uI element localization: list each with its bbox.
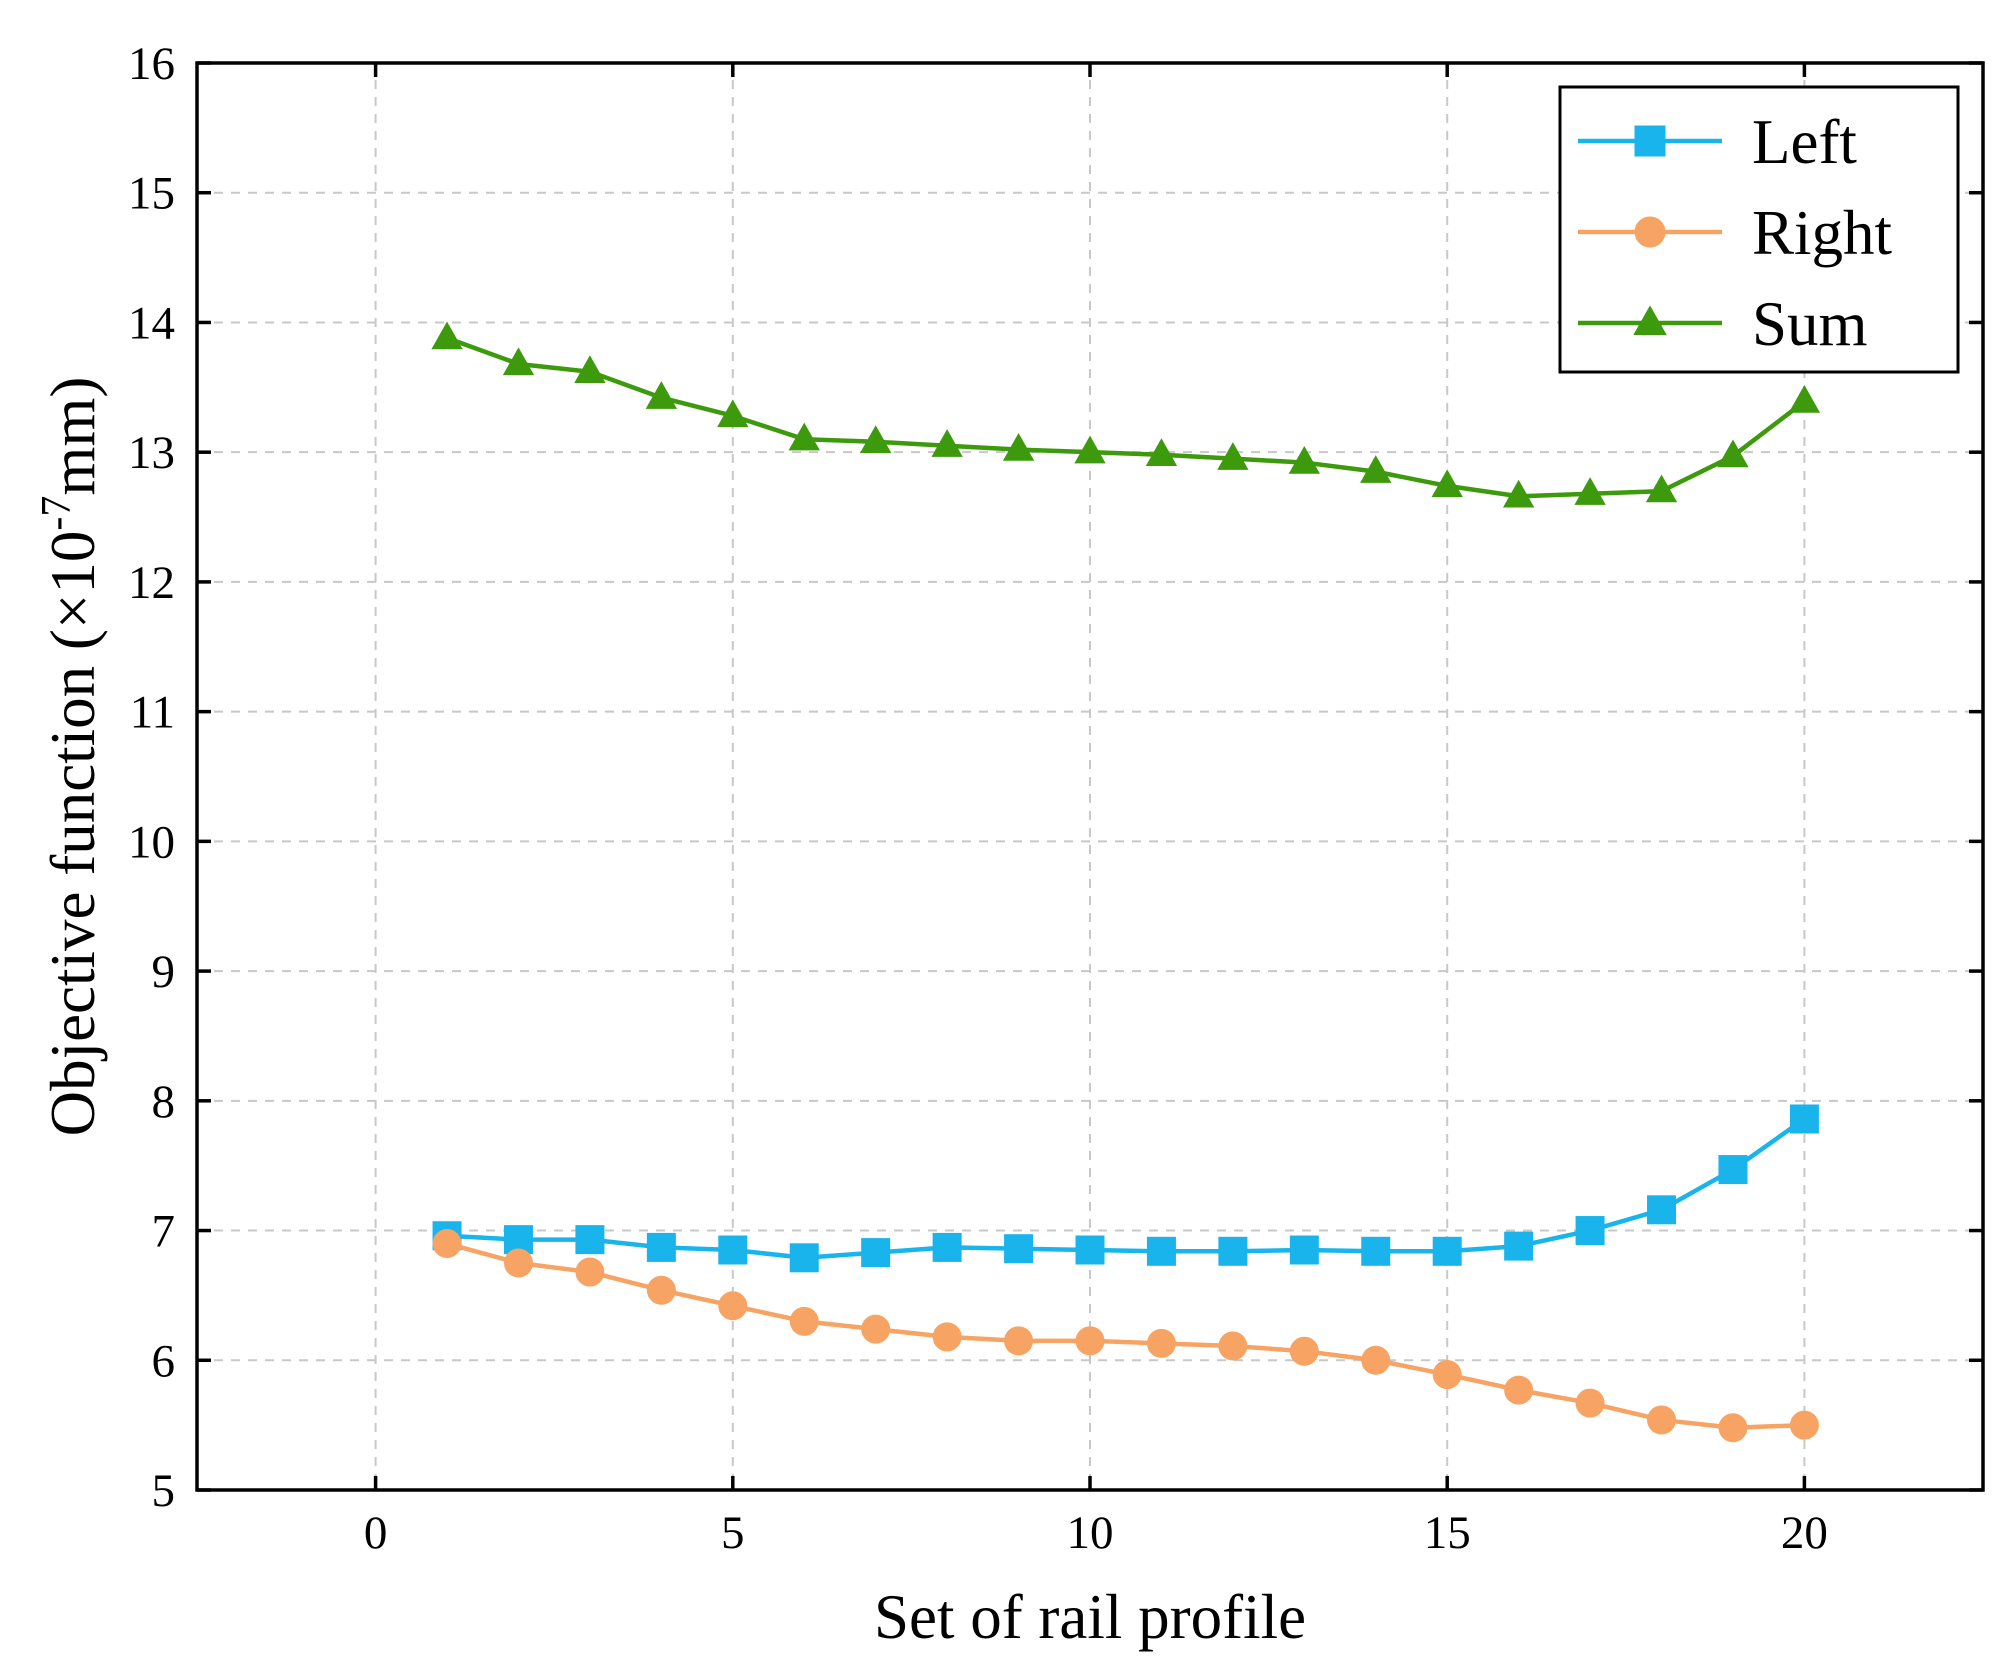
data-point-left: [1647, 1195, 1677, 1225]
data-point-right: [1361, 1345, 1391, 1375]
data-point-left: [1146, 1236, 1176, 1266]
legend-item-right: Right: [1578, 198, 1893, 268]
data-point-left: [1789, 1104, 1819, 1134]
data-point-sum: [1145, 438, 1178, 466]
data-point-right: [575, 1257, 605, 1287]
data-point-sum: [1217, 442, 1249, 470]
data-point-right: [861, 1314, 891, 1344]
data-point-left: [1218, 1236, 1248, 1266]
data-point-sum: [1502, 479, 1535, 508]
data-point-left: [646, 1232, 676, 1262]
data-point-sum: [1360, 455, 1392, 483]
data-point-sum: [574, 355, 606, 383]
y-tick-label: 12: [128, 557, 175, 609]
y-tick-label: 14: [128, 297, 175, 349]
data-point-left: [1004, 1234, 1034, 1264]
data-point-sum: [860, 425, 892, 454]
data-point-sum: [1788, 385, 1821, 413]
y-tick-label: 6: [152, 1335, 176, 1387]
y-tick-label: 15: [128, 168, 175, 220]
legend-marker-left: [1634, 125, 1666, 157]
data-point-right: [789, 1306, 819, 1336]
data-point-right: [1146, 1328, 1176, 1358]
x-tick-label: 20: [1781, 1507, 1828, 1559]
data-point-left: [718, 1235, 748, 1265]
data-point-right: [1432, 1360, 1462, 1390]
data-point-left: [1718, 1155, 1748, 1185]
data-point-right: [503, 1248, 533, 1278]
y-axis-title-exponent: -7: [34, 496, 80, 531]
legend-item-left: Left: [1578, 107, 1857, 177]
y-axis-title-main: Objective function (×10: [38, 531, 108, 1137]
data-point-right: [1789, 1410, 1819, 1440]
data-point-right: [1647, 1405, 1677, 1435]
data-point-sum: [431, 321, 463, 350]
data-point-right: [932, 1322, 962, 1352]
legend-label-right: Right: [1752, 198, 1893, 268]
data-point-sum: [502, 347, 535, 376]
data-point-right: [1718, 1413, 1748, 1443]
y-tick-label: 8: [152, 1076, 176, 1128]
x-tick-label: 10: [1067, 1507, 1114, 1559]
data-point-left: [1504, 1231, 1534, 1261]
data-point-sum: [1002, 433, 1035, 461]
data-point-right: [1504, 1375, 1534, 1405]
data-point-sum: [1645, 474, 1678, 503]
legend-marker-right: [1634, 216, 1666, 248]
data-point-right: [646, 1275, 676, 1305]
data-point-left: [789, 1243, 819, 1273]
data-point-sum: [788, 422, 820, 451]
data-point-right: [1075, 1326, 1105, 1356]
data-point-left: [1361, 1236, 1391, 1266]
series-line-sum: [446, 335, 1806, 499]
series-left: [432, 1104, 1819, 1273]
axis-ticks: 0 5 10 15 20 5 6 7 8 9 10 11 12 13 14 15 16: [128, 38, 1983, 1559]
data-point-right: [1218, 1331, 1248, 1361]
y-tick-label: 13: [128, 427, 175, 479]
data-point-right: [1575, 1388, 1605, 1418]
data-point-sum: [1288, 446, 1320, 474]
data-point-left: [575, 1225, 605, 1255]
data-point-left: [861, 1238, 891, 1268]
data-point-left: [1075, 1235, 1105, 1265]
data-point-left: [1289, 1235, 1319, 1265]
legend-label-sum: Sum: [1752, 289, 1868, 359]
x-tick-label: 15: [1424, 1507, 1471, 1559]
data-point-left: [1432, 1236, 1462, 1266]
y-tick-label: 16: [128, 38, 175, 90]
data-point-sum: [1074, 435, 1106, 464]
x-axis-title: Set of rail profile: [874, 1582, 1306, 1652]
y-axis-title: Objective function (×10-7mm): [34, 377, 108, 1137]
series-right: [432, 1229, 1819, 1443]
legend: Left Right Sum: [1558, 85, 1960, 374]
data-point-right: [1289, 1336, 1319, 1366]
data-point-right: [432, 1229, 462, 1259]
y-tick-label: 5: [152, 1465, 176, 1517]
x-tick-label: 5: [721, 1507, 745, 1559]
y-tick-label: 7: [152, 1206, 176, 1258]
data-point-sum: [1574, 477, 1606, 505]
data-point-sum: [645, 381, 678, 409]
series-group: [431, 321, 1821, 1443]
y-tick-label: 11: [130, 687, 175, 739]
legend-item-sum: Sum: [1578, 289, 1868, 359]
series-sum: [431, 321, 1821, 508]
data-point-right: [718, 1291, 748, 1321]
data-point-left: [932, 1232, 962, 1262]
legend-label-left: Left: [1752, 107, 1857, 177]
data-point-sum: [1717, 439, 1749, 468]
data-point-sum: [931, 429, 963, 457]
y-axis-title-unit: mm): [38, 377, 108, 496]
data-point-left: [1575, 1216, 1605, 1246]
legend-marker-sum: [1633, 305, 1667, 335]
data-point-sum: [1431, 469, 1463, 498]
y-tick-label: 10: [128, 816, 175, 868]
x-tick-label: 0: [364, 1507, 388, 1559]
data-point-sum: [717, 399, 749, 428]
y-tick-label: 9: [152, 946, 176, 998]
data-point-right: [1004, 1326, 1034, 1356]
